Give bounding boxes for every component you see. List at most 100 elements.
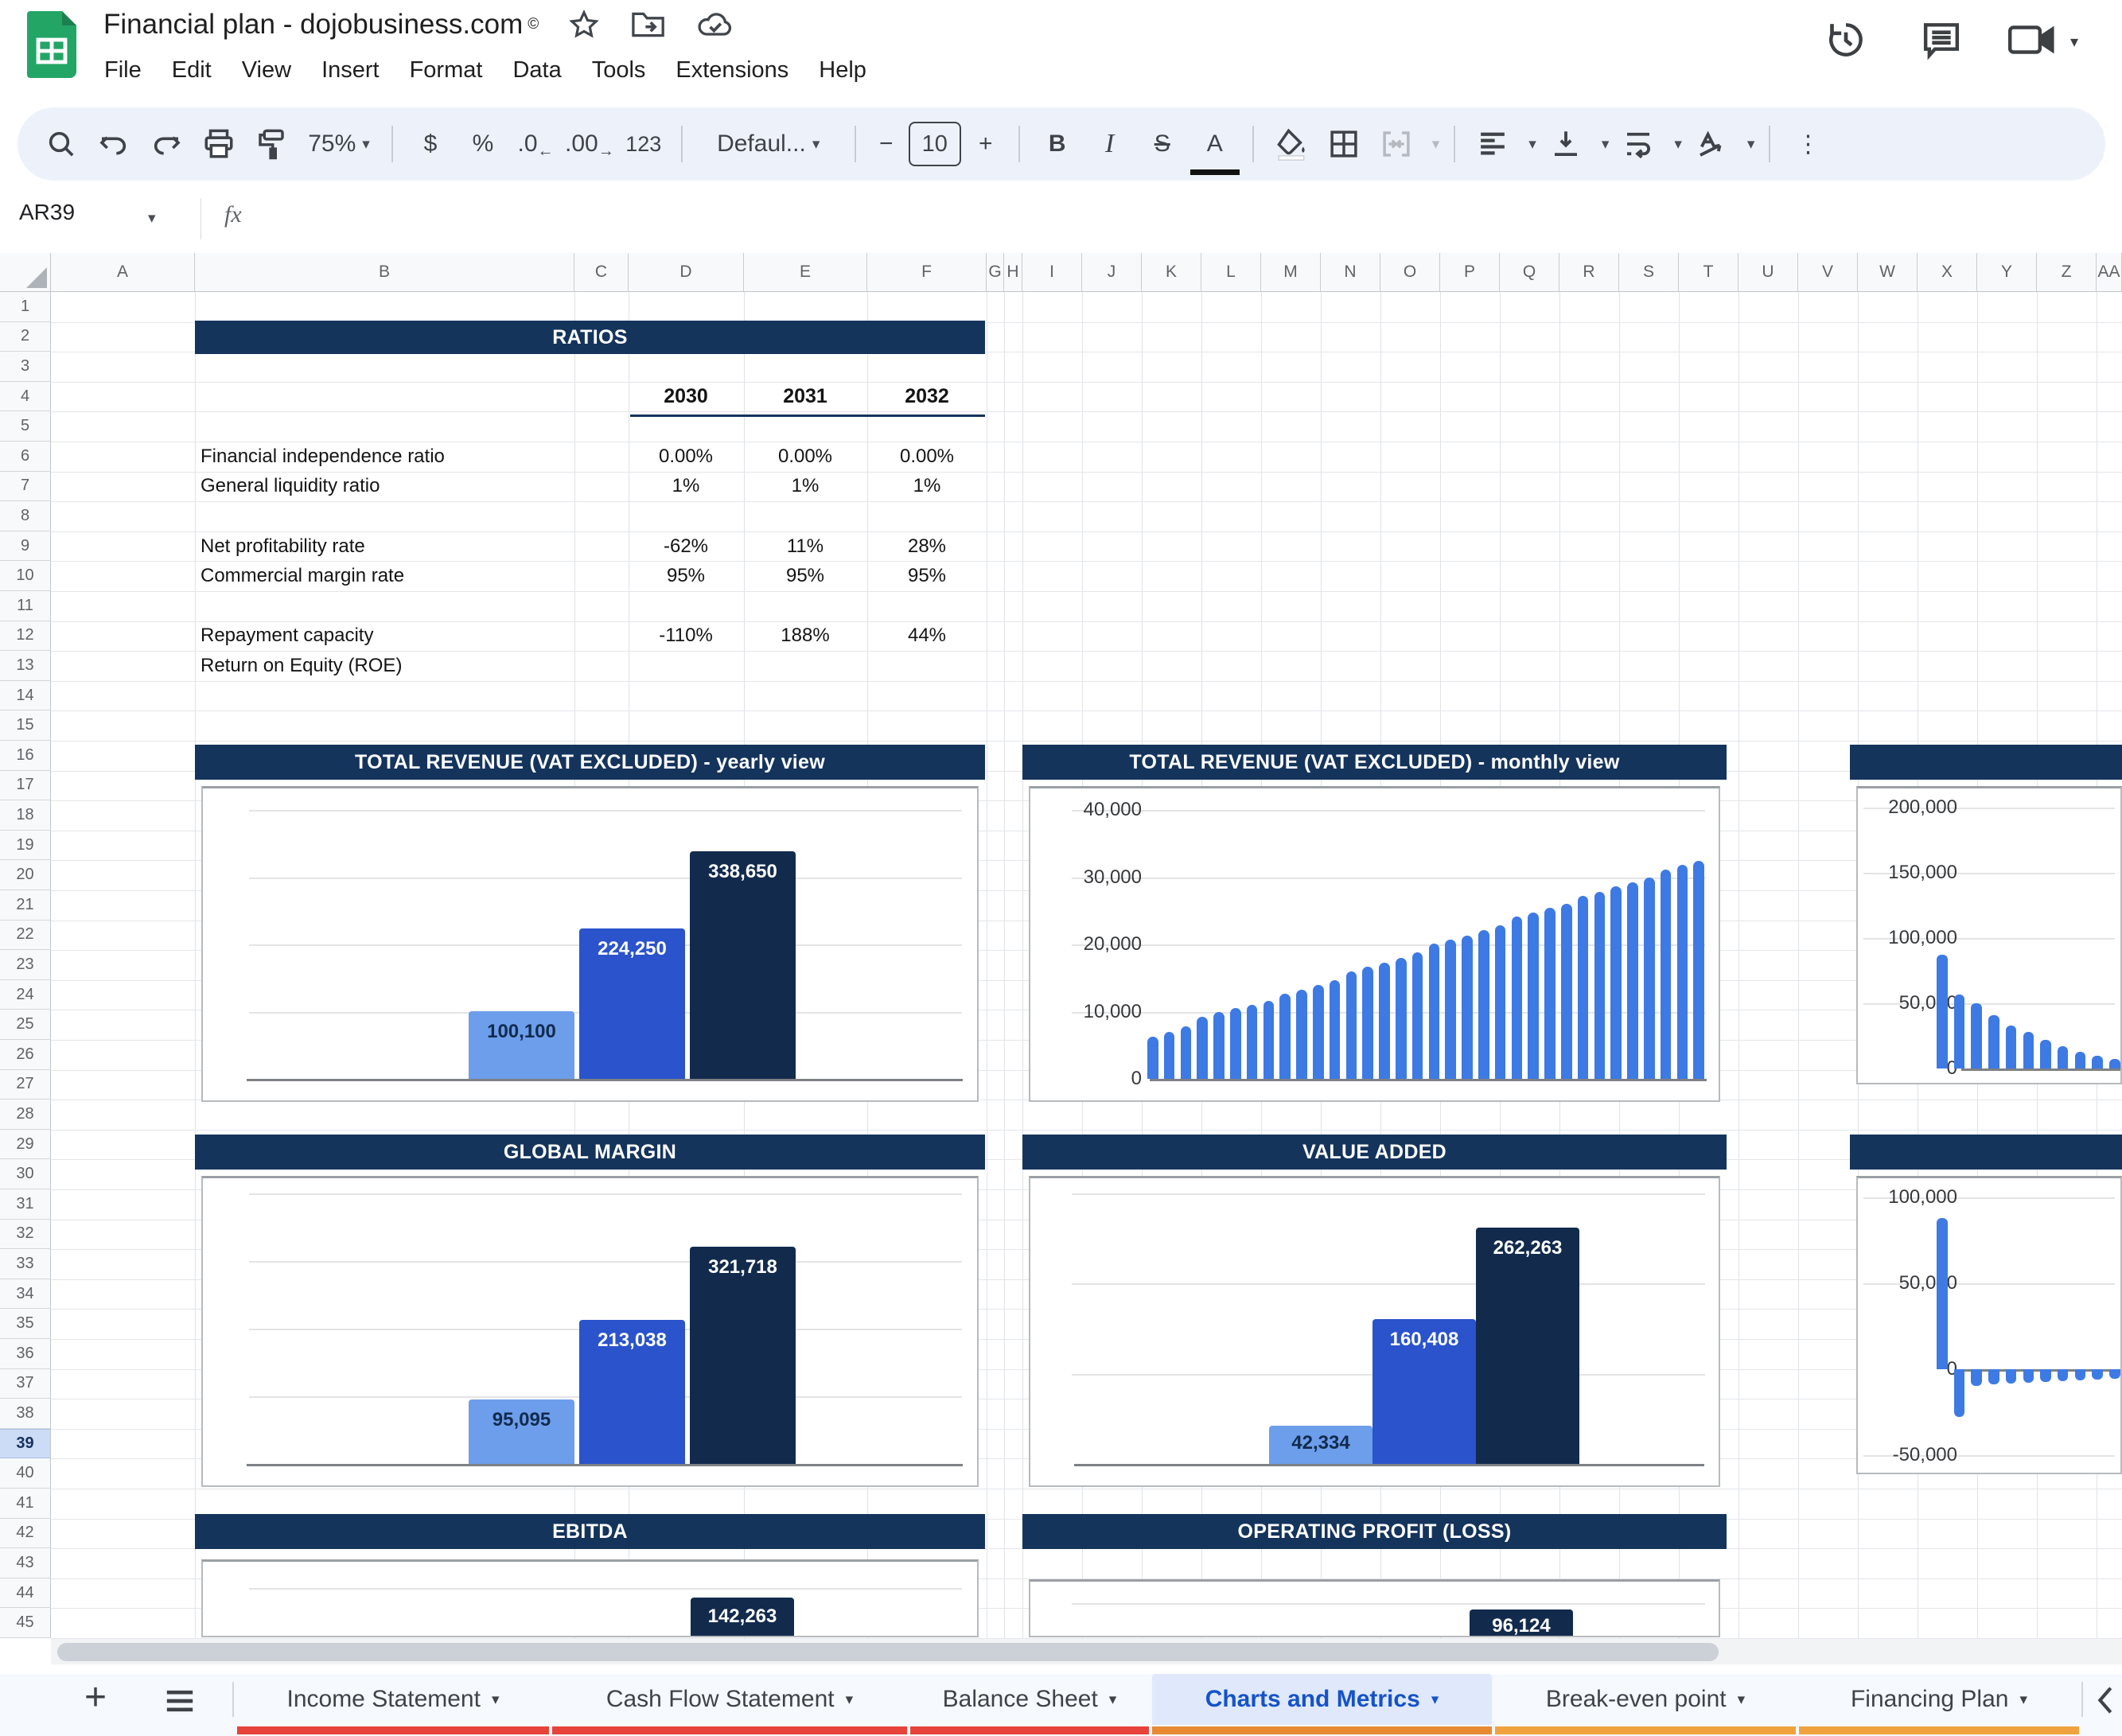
column-header-H[interactable]: H [1004, 253, 1022, 292]
chart-title-chart_right_top[interactable] [1850, 745, 2122, 780]
ratios-year-2031[interactable]: 2031 [783, 384, 827, 407]
column-header-Y[interactable]: Y [1977, 253, 2037, 292]
name-box-caret-icon[interactable]: ▾ [148, 210, 156, 227]
row-header-29[interactable]: 29 [0, 1129, 51, 1160]
add-sheet-button[interactable]: + [84, 1676, 107, 1718]
column-header-P[interactable]: P [1440, 253, 1500, 292]
text-color-button[interactable]: A [1189, 119, 1240, 175]
tab-scroll-left-icon[interactable] [2094, 1685, 2118, 1715]
ratio-value[interactable]: 95% [666, 565, 706, 587]
row-header-4[interactable]: 4 [0, 381, 51, 412]
horizontal-align-caret-icon[interactable]: ▾ [1528, 135, 1536, 153]
more-formats-button[interactable]: 123 [625, 131, 662, 156]
row-header-26[interactable]: 26 [0, 1040, 51, 1070]
row-header-43[interactable]: 43 [0, 1548, 51, 1578]
row-header-42[interactable]: 42 [0, 1518, 51, 1549]
row-header-23[interactable]: 23 [0, 950, 51, 980]
ratio-label[interactable]: Repayment capacity [201, 625, 374, 647]
merge-caret-icon[interactable]: ▾ [1431, 135, 1440, 153]
document-title[interactable]: Financial plan - dojobusiness.com [103, 9, 524, 40]
video-call-icon[interactable] [2008, 19, 2058, 60]
toolbar-more-button[interactable]: ⋮ [1796, 130, 1820, 158]
text-wrap-caret-icon[interactable]: ▾ [1674, 135, 1682, 153]
column-header-G[interactable]: G [987, 253, 1004, 292]
menu-file[interactable]: File [104, 57, 142, 83]
text-wrap-icon[interactable] [1615, 119, 1661, 169]
vertical-align-icon[interactable] [1543, 119, 1589, 169]
ratio-value[interactable]: 11% [786, 535, 824, 557]
row-header-27[interactable]: 27 [0, 1069, 51, 1100]
row-header-31[interactable]: 31 [0, 1189, 51, 1220]
tab-balance-sheet[interactable]: Balance Sheet ▾ [942, 1686, 1117, 1712]
ratio-value[interactable]: 44% [907, 625, 947, 647]
row-header-1[interactable]: 1 [0, 292, 51, 322]
chart-global_margin[interactable]: 95,095 213,038 321,718 [201, 1176, 979, 1487]
ratios-year-2030[interactable]: 2030 [664, 384, 708, 407]
ratio-value[interactable]: 0.00% [899, 445, 955, 467]
row-header-32[interactable]: 32 [0, 1219, 51, 1250]
tab-caret-icon[interactable]: ▾ [2019, 1691, 2027, 1708]
ratio-label[interactable]: Net profitability rate [201, 535, 365, 557]
chart-title-operating_profit[interactable]: OPERATING PROFIT (LOSS) [1022, 1514, 1727, 1549]
row-header-30[interactable]: 30 [0, 1159, 51, 1189]
ratios-year-2032[interactable]: 2032 [905, 384, 949, 407]
horizontal-scrollbar-thumb[interactable] [57, 1643, 1719, 1661]
menu-extensions[interactable]: Extensions [676, 57, 789, 83]
row-header-21[interactable]: 21 [0, 890, 51, 921]
horizontal-align-icon[interactable] [1470, 119, 1516, 169]
ratio-value[interactable]: -62% [663, 535, 709, 557]
menu-tools[interactable]: Tools [591, 57, 646, 83]
row-header-17[interactable]: 17 [0, 770, 51, 801]
video-call-caret-icon[interactable]: ▾ [2070, 33, 2079, 51]
merge-cells-icon[interactable] [1373, 119, 1419, 169]
column-header-S[interactable]: S [1619, 253, 1679, 292]
row-header-8[interactable]: 8 [0, 501, 51, 531]
row-header-2[interactable]: 2 [0, 321, 51, 352]
column-header-M[interactable]: M [1261, 253, 1321, 292]
menu-help[interactable]: Help [819, 57, 866, 83]
spreadsheet-grid[interactable]: A B C D E F G H I J K L M N O P Q R S T U V W X Y Z AA 1 2 3 4 5 6 7 8 9 10 1… [0, 253, 2122, 1639]
column-header-U[interactable]: U [1738, 253, 1798, 292]
increase-font-size-button[interactable]: + [978, 130, 993, 157]
row-header-10[interactable]: 10 [0, 561, 51, 591]
ratio-value[interactable]: 95% [785, 565, 825, 587]
ratio-value[interactable]: 28% [907, 535, 947, 557]
format-percent-button[interactable]: % [472, 130, 494, 157]
column-header-O[interactable]: O [1380, 253, 1440, 292]
column-header-B[interactable]: B [195, 253, 574, 292]
row-header-39[interactable]: 39 [0, 1428, 51, 1459]
decrease-font-size-button[interactable]: − [878, 130, 894, 157]
ratios-title-bar[interactable]: RATIOS [195, 321, 985, 354]
ratio-value[interactable]: 1% [672, 475, 700, 497]
cloud-saved-icon[interactable] [696, 9, 734, 41]
ratio-label[interactable]: Return on Equity (ROE) [201, 655, 403, 676]
row-header-16[interactable]: 16 [0, 741, 51, 771]
ratio-label[interactable]: General liquidity ratio [201, 475, 380, 497]
column-header-X[interactable]: X [1918, 253, 1977, 292]
column-header-Q[interactable]: Q [1500, 253, 1559, 292]
column-header-D[interactable]: D [629, 253, 744, 292]
paint-format-icon[interactable] [248, 119, 294, 169]
row-header-25[interactable]: 25 [0, 1010, 51, 1040]
chart-ebitda[interactable]: 142,263 [201, 1559, 979, 1637]
column-header-K[interactable]: K [1142, 253, 1201, 292]
ratio-value[interactable]: 1% [791, 475, 820, 497]
increase-decimal-button[interactable]: .00 → [565, 130, 614, 160]
column-header-AA[interactable]: AA [2097, 253, 2122, 292]
row-header-44[interactable]: 44 [0, 1578, 51, 1609]
menu-view[interactable]: View [241, 57, 292, 83]
column-header-L[interactable]: L [1201, 253, 1261, 292]
chart-operating_profit[interactable]: 96,124 [1029, 1579, 1720, 1637]
search-icon[interactable] [38, 119, 84, 169]
chart-value_added[interactable]: 42,334 160,408 262,263 [1029, 1176, 1720, 1487]
tab-income-statement[interactable]: Income Statement ▾ [286, 1686, 500, 1712]
chart-chart_right_bottom[interactable]: 100,000 50,000 0 -50,000 [1856, 1176, 2122, 1474]
redo-icon[interactable] [143, 119, 189, 169]
chart-revenue_yearly[interactable]: 100,100 224,250 338,650 [201, 786, 979, 1102]
row-header-20[interactable]: 20 [0, 860, 51, 890]
column-header-I[interactable]: I [1022, 253, 1082, 292]
column-header-F[interactable]: F [867, 253, 987, 292]
fill-color-icon[interactable] [1268, 119, 1314, 169]
ratio-value[interactable]: 95% [907, 565, 947, 587]
row-header-13[interactable]: 13 [0, 651, 51, 681]
